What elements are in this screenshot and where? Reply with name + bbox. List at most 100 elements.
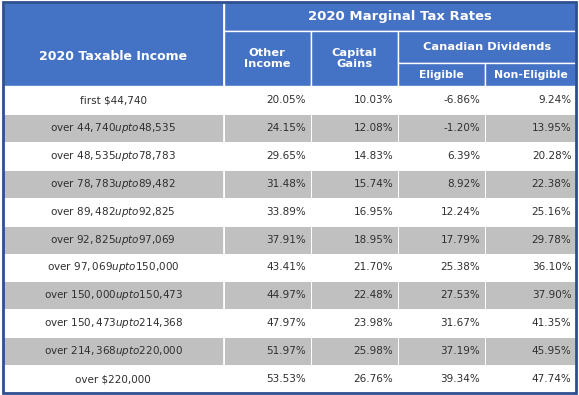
- Bar: [485, 86, 576, 114]
- Text: Other
Income: Other Income: [244, 48, 291, 69]
- Text: 20.05%: 20.05%: [266, 95, 306, 105]
- Text: 51.97%: 51.97%: [266, 346, 306, 356]
- Text: 26.76%: 26.76%: [353, 374, 393, 384]
- Bar: [3, 170, 223, 198]
- Text: 16.95%: 16.95%: [353, 207, 393, 217]
- Bar: [398, 31, 576, 63]
- Text: 37.91%: 37.91%: [266, 235, 306, 245]
- Text: over $78,783 up to $89,482: over $78,783 up to $89,482: [50, 177, 176, 191]
- Bar: [311, 31, 398, 86]
- Bar: [223, 226, 311, 254]
- Text: 20.28%: 20.28%: [532, 151, 571, 161]
- Text: 44.97%: 44.97%: [266, 290, 306, 300]
- Text: 17.79%: 17.79%: [441, 235, 481, 245]
- Bar: [398, 281, 485, 309]
- Text: over $92,825 up to $97,069: over $92,825 up to $97,069: [50, 233, 176, 246]
- Text: 37.90%: 37.90%: [532, 290, 571, 300]
- Text: 31.67%: 31.67%: [441, 318, 481, 328]
- Text: 23.98%: 23.98%: [353, 318, 393, 328]
- Text: 39.34%: 39.34%: [441, 374, 481, 384]
- Bar: [398, 309, 485, 337]
- Bar: [485, 114, 576, 142]
- Bar: [398, 170, 485, 198]
- Bar: [3, 2, 223, 86]
- Text: 53.53%: 53.53%: [266, 374, 306, 384]
- Bar: [311, 365, 398, 393]
- Bar: [223, 170, 311, 198]
- Bar: [485, 254, 576, 281]
- Text: 25.16%: 25.16%: [532, 207, 571, 217]
- Bar: [223, 198, 311, 226]
- Bar: [3, 309, 223, 337]
- Text: over $150,000 up to $150,473: over $150,000 up to $150,473: [44, 288, 183, 302]
- Text: 12.08%: 12.08%: [354, 123, 393, 133]
- Text: 36.10%: 36.10%: [532, 262, 571, 273]
- Text: Eligible: Eligible: [419, 70, 464, 80]
- Text: over $44,740 up to $48,535: over $44,740 up to $48,535: [50, 121, 176, 135]
- Text: 18.95%: 18.95%: [353, 235, 393, 245]
- Text: 25.38%: 25.38%: [441, 262, 481, 273]
- Bar: [311, 337, 398, 365]
- Bar: [3, 114, 223, 142]
- Text: 13.95%: 13.95%: [532, 123, 571, 133]
- Text: over $97,069 up to $150,000: over $97,069 up to $150,000: [47, 260, 179, 275]
- Bar: [223, 281, 311, 309]
- Text: 22.38%: 22.38%: [532, 179, 571, 189]
- Text: 25.98%: 25.98%: [353, 346, 393, 356]
- Bar: [223, 31, 311, 86]
- Text: 9.24%: 9.24%: [538, 95, 571, 105]
- Bar: [398, 365, 485, 393]
- Bar: [398, 198, 485, 226]
- Text: 14.83%: 14.83%: [353, 151, 393, 161]
- Text: 45.95%: 45.95%: [532, 346, 571, 356]
- Bar: [485, 226, 576, 254]
- Text: 21.70%: 21.70%: [354, 262, 393, 273]
- Text: over $89,482 up to $92,825: over $89,482 up to $92,825: [50, 205, 176, 219]
- Bar: [485, 198, 576, 226]
- Text: -1.20%: -1.20%: [444, 123, 481, 133]
- Text: over $48,535 up to $78,783: over $48,535 up to $78,783: [50, 149, 176, 163]
- Bar: [3, 142, 223, 170]
- Bar: [3, 281, 223, 309]
- Text: 31.48%: 31.48%: [266, 179, 306, 189]
- Text: 22.48%: 22.48%: [353, 290, 393, 300]
- Text: over $220,000: over $220,000: [75, 374, 151, 384]
- Text: over $214,368 up to $220,000: over $214,368 up to $220,000: [43, 344, 183, 358]
- Text: over $150,473 up to $214,368: over $150,473 up to $214,368: [43, 316, 183, 330]
- Text: Canadian Dividends: Canadian Dividends: [423, 42, 551, 52]
- Text: first $44,740: first $44,740: [80, 95, 146, 105]
- Bar: [223, 2, 576, 31]
- Bar: [398, 142, 485, 170]
- Bar: [3, 254, 223, 281]
- Bar: [223, 365, 311, 393]
- Bar: [485, 281, 576, 309]
- Bar: [485, 337, 576, 365]
- Text: 2020 Taxable Income: 2020 Taxable Income: [39, 50, 187, 63]
- Bar: [311, 170, 398, 198]
- Text: 43.41%: 43.41%: [266, 262, 306, 273]
- Bar: [223, 142, 311, 170]
- Text: 37.19%: 37.19%: [441, 346, 481, 356]
- Bar: [485, 170, 576, 198]
- Text: -6.86%: -6.86%: [444, 95, 481, 105]
- Bar: [485, 142, 576, 170]
- Text: 8.92%: 8.92%: [447, 179, 481, 189]
- Text: 24.15%: 24.15%: [266, 123, 306, 133]
- Text: 33.89%: 33.89%: [266, 207, 306, 217]
- Bar: [398, 254, 485, 281]
- Bar: [311, 114, 398, 142]
- Text: 2020 Marginal Tax Rates: 2020 Marginal Tax Rates: [308, 10, 492, 23]
- Bar: [485, 365, 576, 393]
- Bar: [311, 309, 398, 337]
- Text: 27.53%: 27.53%: [441, 290, 481, 300]
- Bar: [311, 86, 398, 114]
- Bar: [3, 86, 223, 114]
- Text: Non-Eligible: Non-Eligible: [494, 70, 567, 80]
- Text: 29.78%: 29.78%: [532, 235, 571, 245]
- Bar: [311, 281, 398, 309]
- Text: 12.24%: 12.24%: [441, 207, 481, 217]
- Bar: [398, 63, 485, 86]
- Bar: [311, 198, 398, 226]
- Text: 15.74%: 15.74%: [353, 179, 393, 189]
- Bar: [3, 337, 223, 365]
